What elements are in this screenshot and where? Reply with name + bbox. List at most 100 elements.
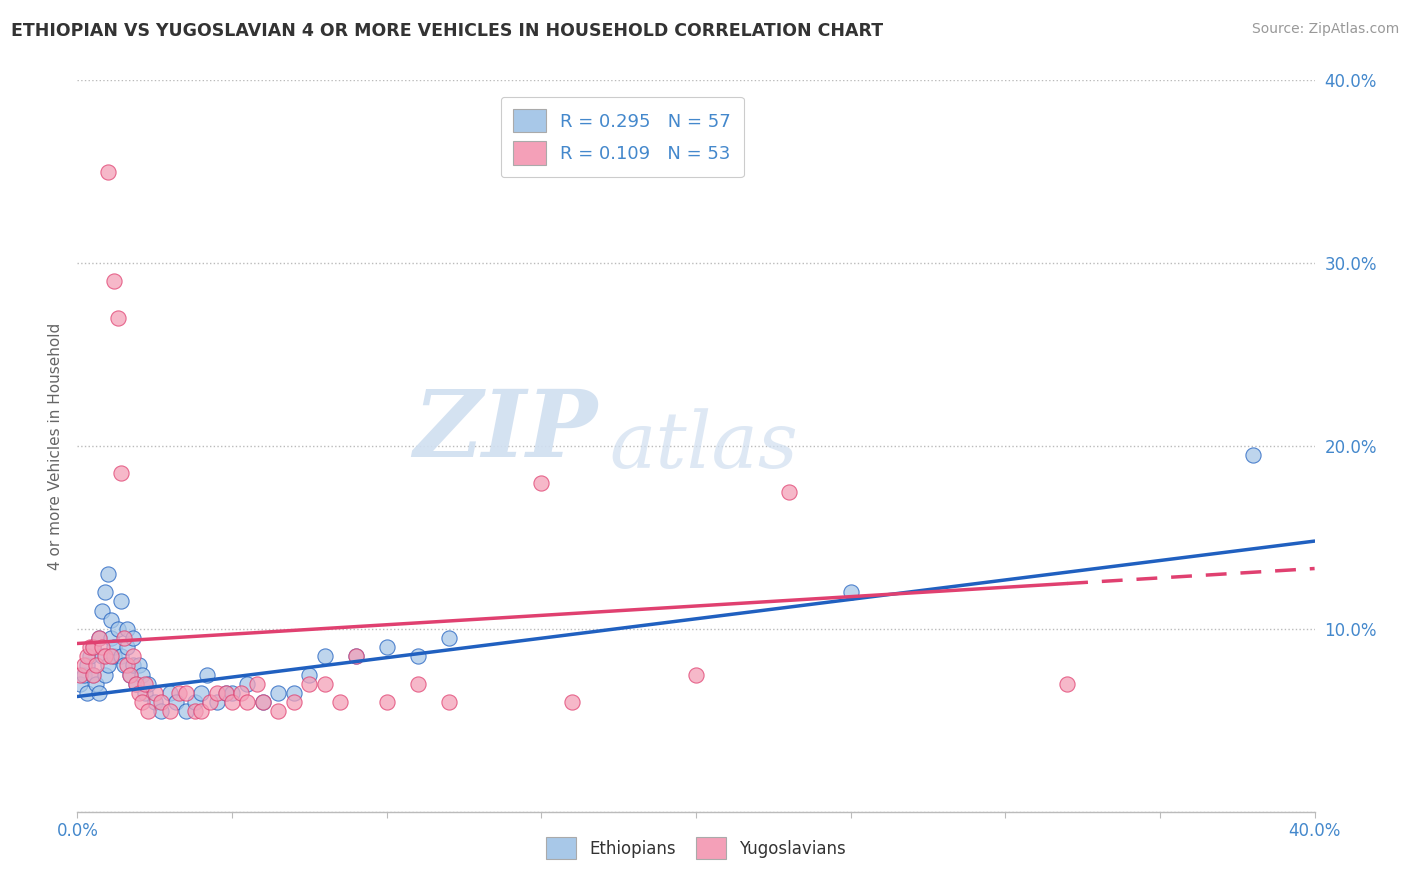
- Point: [221, 695, 243, 709]
- Point: [82, 667, 104, 681]
- Point: [107, 311, 129, 326]
- Point: [94, 649, 117, 664]
- Point: [437, 631, 460, 645]
- Point: [128, 686, 150, 700]
- Point: [252, 695, 274, 709]
- Point: [298, 676, 321, 690]
- Point: [69, 676, 91, 690]
- Point: [131, 695, 153, 709]
- Point: [125, 676, 148, 690]
- Text: atlas: atlas: [609, 408, 799, 484]
- Point: [112, 658, 135, 673]
- Point: [195, 667, 218, 681]
- Point: [107, 622, 129, 636]
- Point: [72, 667, 94, 681]
- Point: [149, 704, 172, 718]
- Text: ETHIOPIAN VS YUGOSLAVIAN 4 OR MORE VEHICLES IN HOUSEHOLD CORRELATION CHART: ETHIOPIAN VS YUGOSLAVIAN 4 OR MORE VEHIC…: [11, 22, 883, 40]
- Point: [87, 686, 110, 700]
- Point: [94, 667, 117, 681]
- Point: [159, 704, 181, 718]
- Point: [174, 686, 197, 700]
- Point: [221, 686, 243, 700]
- Point: [110, 594, 132, 608]
- Point: [76, 686, 98, 700]
- Point: [69, 667, 91, 681]
- Point: [72, 658, 94, 673]
- Point: [134, 686, 156, 700]
- Point: [97, 165, 120, 179]
- Point: [1241, 448, 1264, 462]
- Point: [252, 695, 274, 709]
- Point: [115, 658, 138, 673]
- Point: [122, 658, 145, 673]
- Point: [100, 613, 122, 627]
- Point: [97, 567, 120, 582]
- Legend: Ethiopians, Yugoslavians: Ethiopians, Yugoslavians: [540, 830, 852, 865]
- Point: [231, 686, 253, 700]
- Point: [561, 695, 583, 709]
- Point: [344, 649, 367, 664]
- Point: [91, 649, 114, 664]
- Point: [125, 676, 148, 690]
- Point: [406, 649, 429, 664]
- Point: [122, 631, 145, 645]
- Point: [118, 667, 141, 681]
- Point: [91, 603, 114, 617]
- Point: [79, 640, 101, 655]
- Point: [344, 649, 367, 664]
- Point: [236, 695, 259, 709]
- Point: [190, 704, 212, 718]
- Point: [839, 585, 862, 599]
- Point: [112, 631, 135, 645]
- Point: [329, 695, 352, 709]
- Point: [82, 640, 104, 655]
- Point: [76, 658, 98, 673]
- Point: [184, 695, 207, 709]
- Text: ZIP: ZIP: [413, 386, 598, 476]
- Point: [437, 695, 460, 709]
- Point: [76, 649, 98, 664]
- Point: [134, 676, 156, 690]
- Point: [174, 704, 197, 718]
- Point: [100, 649, 122, 664]
- Point: [103, 275, 125, 289]
- Point: [91, 640, 114, 655]
- Point: [246, 676, 269, 690]
- Point: [778, 484, 800, 499]
- Point: [87, 631, 110, 645]
- Point: [138, 676, 160, 690]
- Point: [84, 676, 107, 690]
- Point: [314, 676, 336, 690]
- Point: [298, 667, 321, 681]
- Point: [200, 695, 222, 709]
- Y-axis label: 4 or more Vehicles in Household: 4 or more Vehicles in Household: [48, 322, 63, 570]
- Point: [314, 649, 336, 664]
- Point: [143, 695, 166, 709]
- Point: [184, 704, 207, 718]
- Point: [205, 695, 228, 709]
- Point: [283, 695, 305, 709]
- Point: [406, 676, 429, 690]
- Point: [82, 667, 104, 681]
- Point: [100, 631, 122, 645]
- Point: [118, 667, 141, 681]
- Point: [236, 676, 259, 690]
- Point: [1056, 676, 1078, 690]
- Point: [159, 686, 181, 700]
- Point: [94, 585, 117, 599]
- Point: [143, 686, 166, 700]
- Point: [169, 686, 191, 700]
- Point: [215, 686, 238, 700]
- Point: [115, 622, 138, 636]
- Point: [685, 667, 707, 681]
- Point: [103, 640, 125, 655]
- Point: [110, 467, 132, 481]
- Point: [103, 649, 125, 664]
- Point: [205, 686, 228, 700]
- Point: [131, 667, 153, 681]
- Point: [79, 649, 101, 664]
- Point: [149, 695, 172, 709]
- Point: [84, 658, 107, 673]
- Point: [110, 649, 132, 664]
- Point: [122, 649, 145, 664]
